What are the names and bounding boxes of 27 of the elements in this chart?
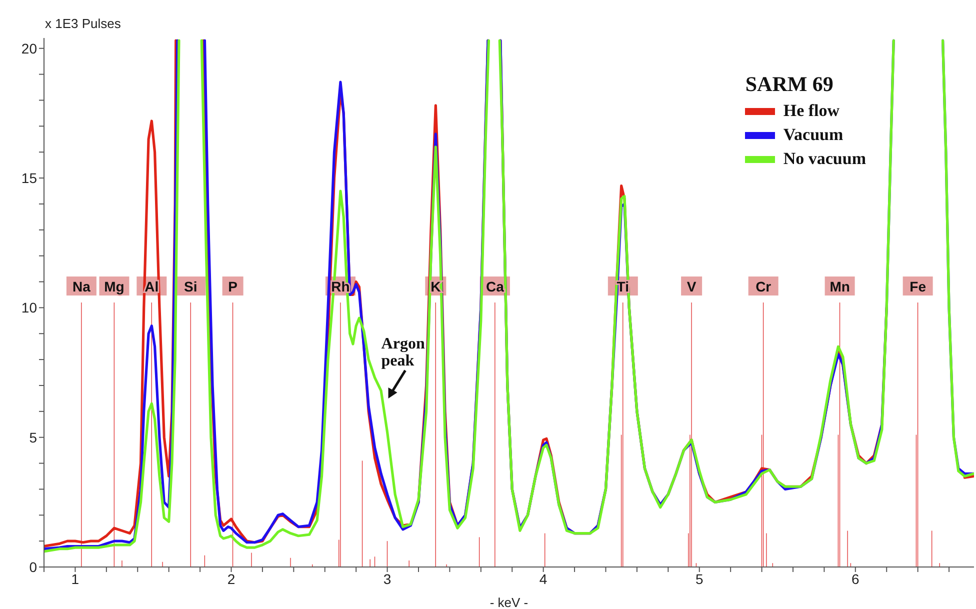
annotation: Si bbox=[184, 278, 198, 294]
x-tick-label: 4 bbox=[539, 570, 548, 587]
x-tick-label: 5 bbox=[695, 570, 704, 587]
annotation: P bbox=[228, 278, 238, 294]
annotation: Ca bbox=[486, 278, 504, 294]
y-tick-label: 20 bbox=[21, 40, 38, 56]
x-axis-title: - keV - bbox=[490, 595, 528, 609]
x-tick-label: 2 bbox=[227, 570, 236, 587]
annotation: Mg bbox=[104, 278, 124, 294]
x-tick-label: 6 bbox=[852, 570, 860, 587]
y-axis-title: x 1E3 Pulses bbox=[45, 16, 121, 31]
annotation: Fe bbox=[910, 278, 926, 294]
annotation: V bbox=[686, 278, 697, 294]
y-tick-label: 5 bbox=[29, 429, 38, 446]
y-tick-label: 15 bbox=[21, 170, 38, 186]
annotation: Na bbox=[72, 278, 91, 294]
annotation: Argon peak bbox=[381, 335, 425, 370]
legend-label: Vacuum bbox=[783, 125, 844, 145]
y-tick-label: 0 bbox=[29, 558, 38, 575]
annotation: Mn bbox=[830, 278, 850, 294]
x-tick-label: 3 bbox=[383, 570, 392, 587]
legend-label: He flow bbox=[783, 101, 840, 121]
x-tick-label: 1 bbox=[71, 570, 80, 587]
annotation: Cr bbox=[756, 278, 772, 294]
legend-label: No vacuum bbox=[783, 149, 866, 169]
legend-title: SARM 69 bbox=[745, 72, 834, 97]
y-tick-label: 10 bbox=[21, 300, 38, 316]
